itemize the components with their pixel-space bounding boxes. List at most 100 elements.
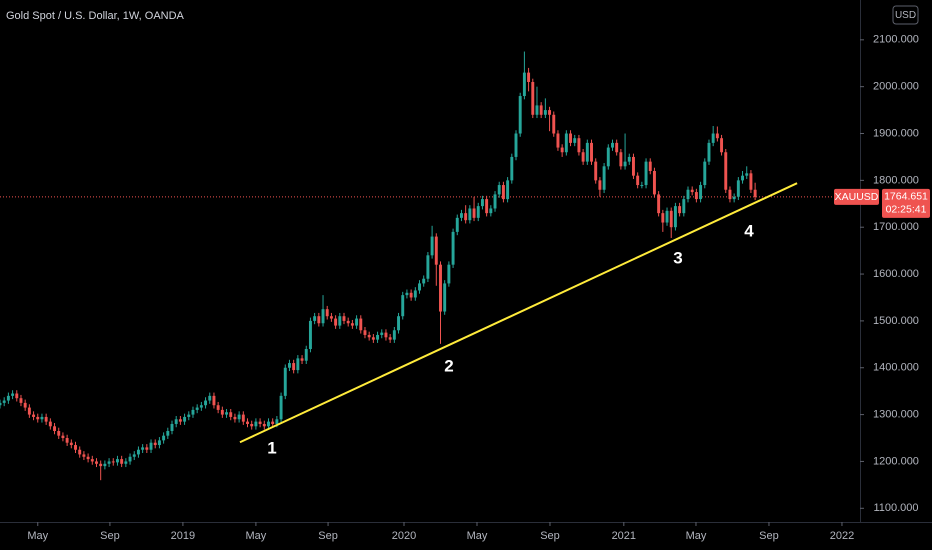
- candle-body: [657, 194, 661, 214]
- candle-body: [724, 152, 728, 190]
- candle-body: [376, 334, 380, 340]
- y-tick-label: 2000.000: [873, 81, 919, 93]
- candle-body: [287, 363, 291, 368]
- candle-body: [225, 412, 229, 415]
- candle-body: [220, 409, 224, 415]
- candle-body: [476, 206, 480, 218]
- candle-body: [61, 435, 65, 439]
- candle-body: [577, 138, 581, 153]
- candle-body: [447, 264, 451, 284]
- candle-body: [187, 414, 191, 417]
- candle-body: [527, 72, 531, 82]
- candle-body: [749, 173, 753, 190]
- candle-body: [23, 402, 27, 408]
- candle-body: [271, 421, 275, 424]
- candle-body: [606, 147, 610, 167]
- candle-body: [99, 463, 103, 467]
- candle-body: [229, 412, 233, 417]
- candle-body: [338, 316, 342, 326]
- candle-body: [267, 421, 270, 427]
- candle-body: [95, 461, 98, 464]
- candle-body: [350, 323, 354, 326]
- candle-body: [48, 421, 52, 427]
- candle-body: [103, 463, 107, 467]
- candle-body: [451, 231, 455, 265]
- candle-body: [216, 405, 220, 410]
- candle-body: [363, 330, 367, 335]
- candle-body: [27, 407, 31, 415]
- candle-body: [204, 400, 208, 406]
- x-tick-label: 2021: [612, 530, 636, 542]
- candle-body: [367, 334, 371, 338]
- candle-body: [707, 142, 711, 162]
- candle-body: [497, 185, 501, 195]
- y-tick-label: 1100.000: [873, 502, 918, 514]
- candle-body: [183, 416, 187, 422]
- candle-body: [703, 161, 707, 186]
- y-tick-label: 1700.000: [873, 221, 919, 233]
- candle-body: [640, 185, 644, 187]
- candle-body: [325, 309, 329, 317]
- candle-body: [699, 185, 703, 200]
- candle-body: [250, 423, 254, 427]
- candle-body: [514, 133, 518, 157]
- candle-body: [569, 133, 573, 143]
- candle-body: [199, 405, 203, 408]
- candle-body: [631, 156, 635, 176]
- candle-body: [464, 213, 468, 221]
- candle-body: [539, 105, 543, 115]
- candle-body: [652, 170, 656, 195]
- candle-body: [145, 447, 149, 450]
- candle-body: [560, 147, 564, 153]
- annotation-label: 1: [267, 438, 276, 457]
- candle-body: [439, 264, 442, 312]
- currency-box[interactable]: [892, 5, 919, 25]
- candle-body: [308, 320, 312, 350]
- candle-body: [2, 400, 6, 403]
- candle-body: [258, 421, 262, 424]
- candle-body: [455, 217, 459, 232]
- candle-body: [510, 156, 514, 181]
- candle-body: [615, 142, 619, 153]
- candle-body: [0, 402, 2, 406]
- x-tick-label: 2019: [171, 530, 195, 542]
- candle-body: [254, 421, 258, 427]
- candle-body: [673, 206, 677, 228]
- candle-body: [573, 138, 577, 143]
- candle-body: [149, 442, 153, 450]
- candle-body: [623, 161, 627, 167]
- x-tick-label: Sep: [540, 530, 560, 542]
- candle-body: [732, 196, 736, 200]
- candle-body: [636, 175, 640, 186]
- candle-body: [392, 330, 396, 340]
- candle-body: [418, 283, 421, 291]
- y-tick-label: 1500.000: [873, 315, 919, 327]
- candle-body: [682, 199, 686, 214]
- candle-body: [564, 133, 568, 153]
- trendline: [239, 182, 798, 444]
- candle-body: [208, 395, 212, 401]
- candle-body: [611, 142, 614, 148]
- candle-body: [359, 318, 363, 331]
- candle-body: [422, 278, 426, 284]
- candle-body: [111, 461, 115, 463]
- candle-body: [329, 316, 333, 319]
- candle-body: [648, 161, 652, 171]
- candle-body: [678, 206, 682, 214]
- y-tick-label: 1300.000: [873, 409, 919, 421]
- countdown-label: 02:25:41: [886, 204, 927, 216]
- candle-body: [36, 416, 40, 420]
- candle-body: [401, 295, 405, 317]
- candle-body: [468, 208, 472, 221]
- candle-body: [472, 208, 476, 218]
- candle-body: [178, 419, 182, 422]
- candle-body: [745, 173, 749, 176]
- candle-body: [489, 208, 493, 214]
- candle-body: [157, 440, 161, 446]
- candle-body: [124, 461, 128, 464]
- candle-body: [115, 459, 119, 463]
- candle-body: [107, 461, 111, 464]
- candle-body: [665, 210, 669, 223]
- candle-body: [32, 414, 36, 417]
- candle-body: [11, 393, 15, 396]
